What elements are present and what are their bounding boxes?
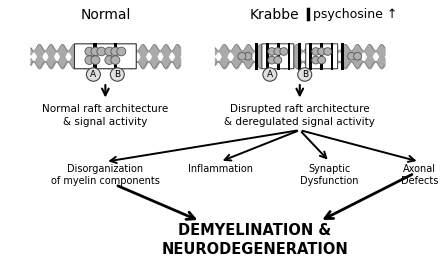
Text: Normal raft architecture
& signal activity: Normal raft architecture & signal activi… bbox=[42, 104, 169, 128]
Text: A: A bbox=[267, 70, 273, 79]
Circle shape bbox=[263, 68, 277, 81]
Bar bbox=[309, 43, 312, 70]
Circle shape bbox=[274, 56, 282, 64]
Circle shape bbox=[324, 48, 332, 55]
Bar bbox=[341, 43, 344, 70]
Circle shape bbox=[238, 53, 246, 60]
Text: B: B bbox=[302, 70, 308, 79]
Circle shape bbox=[117, 47, 126, 56]
Circle shape bbox=[312, 56, 320, 64]
Circle shape bbox=[105, 56, 114, 64]
Bar bbox=[320, 43, 323, 70]
FancyBboxPatch shape bbox=[306, 44, 337, 69]
Bar bbox=[331, 43, 333, 70]
Circle shape bbox=[111, 56, 120, 64]
Bar bbox=[255, 43, 258, 70]
Text: psychosine ↑: psychosine ↑ bbox=[313, 8, 397, 21]
Text: DEMYELINATION &
NEURODEGENERATION: DEMYELINATION & NEURODEGENERATION bbox=[161, 223, 348, 257]
Circle shape bbox=[312, 48, 320, 55]
Circle shape bbox=[298, 68, 312, 81]
Circle shape bbox=[268, 48, 276, 55]
Circle shape bbox=[274, 48, 282, 55]
Circle shape bbox=[354, 53, 362, 60]
Circle shape bbox=[348, 53, 355, 60]
FancyBboxPatch shape bbox=[262, 44, 294, 69]
Text: Normal: Normal bbox=[80, 8, 131, 22]
Text: Disrupted raft architecture
& deregulated signal activity: Disrupted raft architecture & deregulate… bbox=[224, 104, 375, 128]
Text: Inflammation: Inflammation bbox=[187, 164, 253, 174]
Circle shape bbox=[280, 48, 288, 55]
Circle shape bbox=[111, 47, 120, 56]
Circle shape bbox=[91, 47, 100, 56]
Bar bbox=[93, 43, 97, 70]
Circle shape bbox=[105, 47, 114, 56]
Bar bbox=[298, 43, 301, 70]
Bar bbox=[114, 43, 118, 70]
Circle shape bbox=[85, 47, 94, 56]
Text: B: B bbox=[114, 70, 120, 79]
Circle shape bbox=[110, 68, 124, 81]
Circle shape bbox=[97, 47, 106, 56]
Text: Synaptic
Dysfunction: Synaptic Dysfunction bbox=[300, 164, 359, 186]
Circle shape bbox=[85, 56, 94, 64]
FancyBboxPatch shape bbox=[75, 44, 136, 69]
Bar bbox=[288, 43, 290, 70]
Bar bbox=[277, 43, 280, 70]
Circle shape bbox=[86, 68, 101, 81]
Bar bbox=[266, 43, 269, 70]
Circle shape bbox=[318, 48, 326, 55]
Circle shape bbox=[244, 53, 252, 60]
Text: A: A bbox=[90, 70, 97, 79]
Circle shape bbox=[268, 56, 276, 64]
Circle shape bbox=[318, 56, 326, 64]
Text: Disorganization
of myelin components: Disorganization of myelin components bbox=[51, 164, 160, 186]
Text: Axonal
Defects: Axonal Defects bbox=[401, 164, 438, 186]
Circle shape bbox=[91, 56, 100, 64]
Text: Krabbe: Krabbe bbox=[250, 8, 299, 22]
